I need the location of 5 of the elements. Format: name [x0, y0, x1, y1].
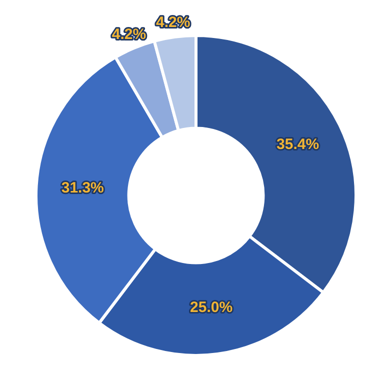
data-label: 4.2% — [156, 14, 190, 32]
data-label: 25.0% — [190, 299, 233, 316]
data-label: 31.3% — [61, 180, 104, 197]
data-label: 35.4% — [276, 136, 320, 154]
data-label: 4.2% — [112, 26, 146, 44]
